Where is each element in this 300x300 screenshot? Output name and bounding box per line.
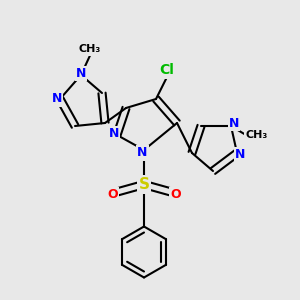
Text: N: N (235, 148, 245, 161)
Text: O: O (170, 188, 181, 202)
Text: N: N (76, 67, 86, 80)
Text: CH₃: CH₃ (245, 130, 268, 140)
Text: N: N (52, 92, 62, 106)
Text: O: O (107, 188, 118, 202)
Text: CH₃: CH₃ (79, 44, 101, 55)
Text: N: N (137, 146, 148, 160)
Text: N: N (229, 116, 239, 130)
Text: N: N (109, 127, 119, 140)
Text: S: S (139, 177, 149, 192)
Text: Cl: Cl (159, 64, 174, 77)
